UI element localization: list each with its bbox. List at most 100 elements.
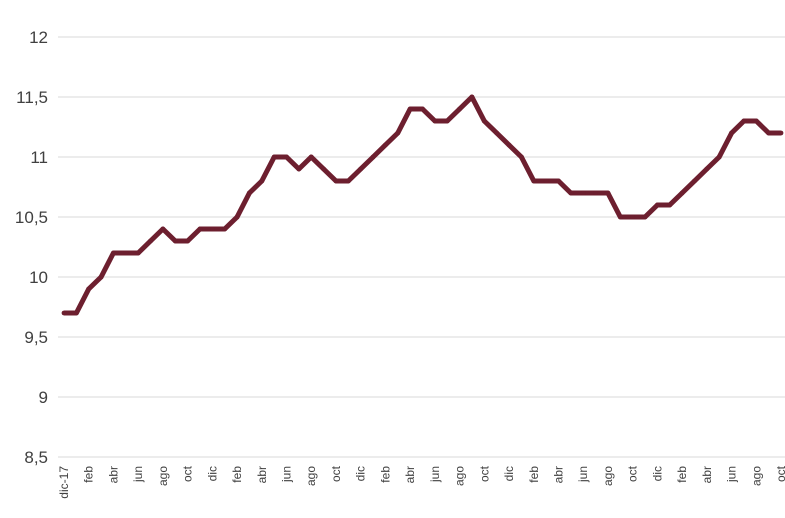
data-point	[432, 118, 438, 124]
data-point	[778, 130, 784, 136]
data-point	[86, 286, 92, 292]
data-point	[148, 238, 153, 244]
data-point	[704, 166, 710, 172]
x-tick-label: abr	[403, 466, 417, 483]
x-tick-label: dic	[650, 466, 664, 481]
x-tick-label: jun	[725, 466, 739, 483]
data-point	[667, 202, 673, 208]
x-tick-label: oct	[626, 465, 640, 482]
y-tick-label: 12	[29, 28, 48, 47]
data-point	[469, 94, 475, 100]
x-tick-label: abr	[106, 466, 120, 483]
x-tick-label: oct	[181, 465, 195, 482]
data-point	[617, 214, 623, 220]
data-point	[593, 190, 598, 196]
data-point	[556, 178, 561, 184]
data-point	[395, 130, 401, 136]
x-tick-label: jun	[280, 466, 294, 483]
data-point	[630, 214, 636, 220]
data-point	[642, 214, 648, 220]
x-tick-label: ago	[749, 466, 763, 486]
gridlines	[58, 36, 785, 458]
data-point	[209, 226, 215, 232]
x-tick-label: dic	[205, 466, 219, 481]
data-point	[234, 214, 240, 220]
data-point	[420, 106, 425, 112]
x-tick-label: oct	[477, 465, 491, 482]
x-axis-tick-labels: dic-17 feb abr jun ago oct dic feb abr jun ago oct d…	[57, 465, 785, 498]
x-tick-label: ago	[601, 466, 615, 486]
x-tick-label: ago	[156, 466, 170, 486]
data-point	[222, 226, 228, 232]
data-point	[741, 118, 747, 124]
data-point	[568, 190, 574, 196]
data-point	[98, 274, 104, 280]
data-point	[654, 202, 660, 208]
y-tick-label: 11	[30, 148, 48, 167]
y-tick-label: 9	[39, 388, 48, 407]
data-point	[506, 142, 512, 148]
data-point	[543, 178, 549, 184]
series-layer	[61, 94, 784, 316]
y-axis-tick-labels: 8,5 9 9,5 10 10,5 11 11,5 12	[15, 28, 48, 467]
data-point	[358, 166, 364, 172]
x-tick-label: dic	[502, 466, 516, 481]
data-point	[345, 178, 351, 184]
x-tick-label: abr	[255, 466, 269, 483]
x-tick-label: abr	[700, 466, 714, 483]
x-tick-label: ago	[304, 466, 318, 486]
data-point	[259, 178, 265, 184]
x-tick-label: feb	[230, 466, 244, 483]
x-tick-label: feb	[378, 466, 392, 483]
series-line	[64, 94, 781, 316]
data-point	[531, 178, 537, 184]
data-point	[383, 142, 388, 148]
data-point	[172, 238, 178, 244]
data-point	[679, 190, 685, 196]
data-point	[308, 154, 314, 160]
x-tick-label: feb	[82, 466, 96, 483]
data-point	[73, 310, 79, 316]
data-point	[61, 310, 67, 316]
data-point	[729, 130, 734, 136]
data-point	[605, 190, 611, 196]
data-point	[494, 130, 500, 136]
data-point	[284, 154, 289, 160]
y-tick-label: 11,5	[16, 88, 48, 107]
data-point	[692, 178, 697, 184]
x-tick-label: jun	[131, 466, 145, 483]
data-point	[407, 106, 413, 112]
x-tick-label: dic-17	[57, 466, 71, 499]
data-point	[580, 190, 586, 196]
data-point	[160, 226, 166, 232]
x-tick-label: feb	[527, 466, 541, 483]
data-point	[716, 154, 722, 160]
x-tick-label: jun	[428, 466, 442, 483]
x-tick-label: dic	[354, 466, 368, 481]
x-tick-label: oct	[774, 465, 785, 482]
y-tick-label: 10,5	[15, 208, 48, 227]
x-tick-label: jun	[576, 466, 590, 483]
data-point	[185, 238, 191, 244]
data-point	[135, 250, 141, 256]
x-tick-label: feb	[675, 466, 689, 483]
data-point	[333, 178, 339, 184]
data-point	[444, 118, 450, 124]
y-tick-label: 9,5	[24, 328, 48, 347]
data-point	[370, 154, 376, 160]
y-tick-label: 8,5	[24, 448, 48, 467]
y-tick-label: 10	[29, 268, 48, 287]
data-point	[271, 154, 277, 160]
data-point	[753, 118, 759, 124]
x-tick-label: oct	[329, 465, 343, 482]
data-point	[247, 190, 252, 196]
x-tick-label: abr	[551, 466, 565, 483]
x-tick-label: ago	[453, 466, 467, 486]
data-point	[296, 166, 302, 172]
data-point	[123, 250, 129, 256]
data-point	[321, 166, 327, 172]
data-point	[457, 106, 462, 112]
data-point	[518, 154, 524, 160]
data-point	[111, 250, 116, 256]
